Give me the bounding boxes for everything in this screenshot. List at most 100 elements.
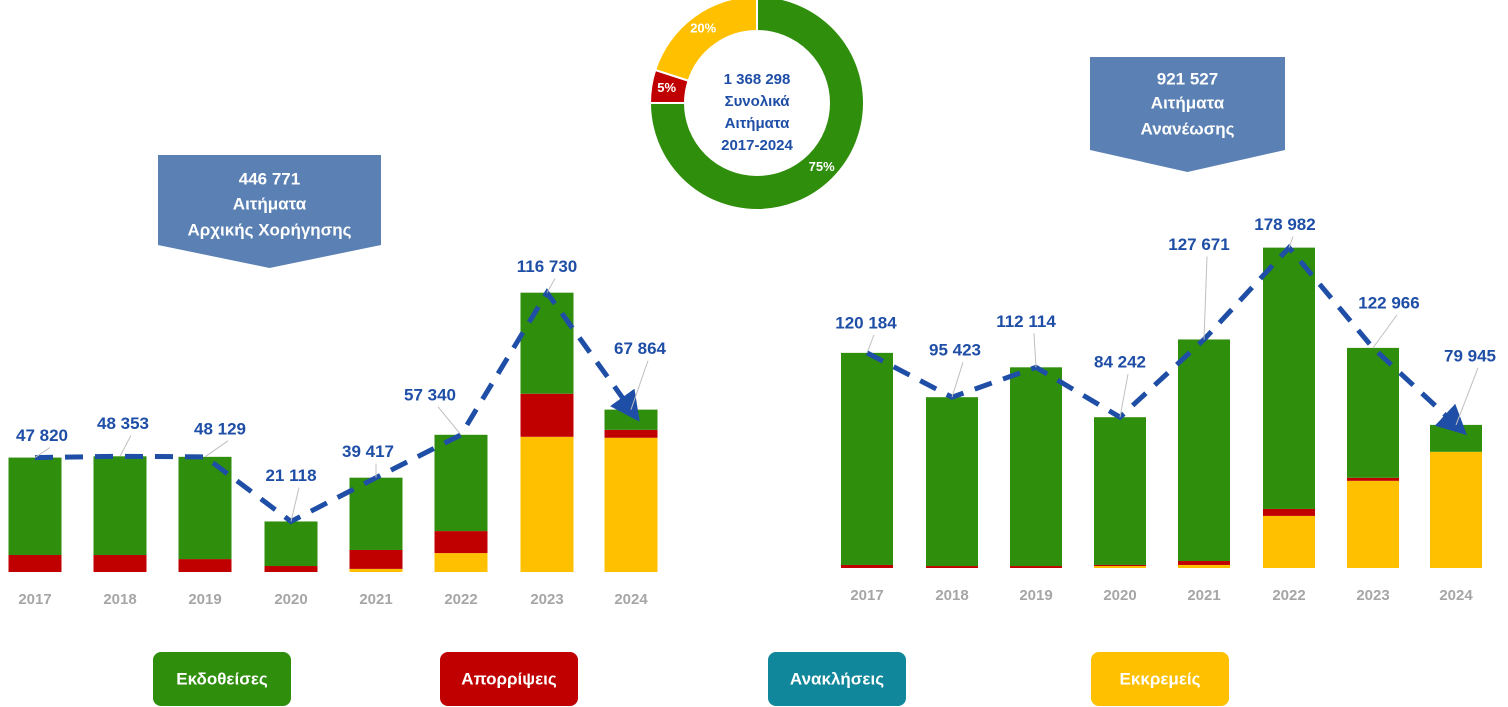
legend-swatch — [1091, 652, 1229, 706]
x-tick-label: 2023 — [1356, 587, 1389, 604]
callout-text: Ανανέωσης — [1141, 119, 1235, 138]
bar-segment — [1347, 347, 1399, 478]
x-tick-label: 2017 — [18, 591, 51, 608]
bar-segment — [178, 559, 232, 572]
callout-text: Αιτήματα — [1151, 93, 1225, 112]
leader-line — [866, 334, 875, 354]
bar-segment — [1094, 564, 1146, 567]
callout-text: Αρχικής Χορήγησης — [187, 220, 351, 239]
legend-swatch — [768, 652, 906, 706]
leader-line — [630, 360, 649, 410]
value-label: 39 417 — [342, 442, 394, 461]
bar-segment — [1430, 451, 1482, 568]
bar-segment — [520, 393, 574, 437]
bar-segment — [1178, 564, 1230, 568]
bar-segment — [1347, 477, 1399, 481]
x-tick-label: 2019 — [1019, 587, 1052, 604]
value-label: 120 184 — [835, 313, 897, 332]
bar-segment — [841, 564, 893, 568]
leader-line — [1119, 374, 1129, 418]
bar-segment — [926, 566, 978, 568]
x-tick-label: 2022 — [444, 591, 477, 608]
callout-text: 446 771 — [239, 169, 300, 188]
legend-swatch — [440, 652, 578, 706]
value-label: 112 114 — [996, 312, 1056, 331]
bar-segment — [1094, 417, 1146, 565]
bar-segment — [1010, 367, 1062, 567]
value-label: 84 242 — [1094, 353, 1146, 372]
x-tick-label: 2020 — [274, 591, 307, 608]
x-tick-label: 2019 — [188, 591, 221, 608]
center-text: Αιτήματα — [725, 115, 791, 132]
bar-segment — [841, 352, 893, 565]
x-tick-label: 2018 — [103, 591, 136, 608]
value-label: 79 945 — [1444, 346, 1496, 365]
callout-text: Αιτήματα — [233, 194, 307, 213]
value-label: 178 982 — [1254, 215, 1315, 234]
bar-segment — [520, 436, 574, 572]
bar-segment — [178, 456, 232, 560]
x-tick-label: 2021 — [359, 591, 392, 608]
total-line — [34, 288, 640, 525]
bar-segment — [264, 521, 318, 567]
bar-segment — [93, 456, 147, 556]
bar-segment — [264, 566, 318, 572]
x-tick-label: 2020 — [1103, 587, 1136, 604]
bar-segment — [434, 434, 488, 532]
slice-label: 5% — [657, 80, 676, 95]
slice-label: 20% — [690, 20, 716, 35]
bar-segment — [520, 292, 574, 394]
value-label: 57 340 — [404, 385, 456, 404]
center-text: 2017-2024 — [721, 137, 793, 154]
bar-segment — [1178, 339, 1230, 562]
bar-segment — [1347, 480, 1399, 568]
bar-segment — [604, 409, 658, 430]
leader-line — [1033, 333, 1037, 368]
bar-segment — [1263, 247, 1315, 509]
leader-line — [204, 440, 229, 458]
x-tick-label: 2017 — [850, 587, 883, 604]
legend-swatch — [153, 652, 291, 706]
callout-text: 921 527 — [1157, 69, 1218, 88]
value-label: 122 966 — [1358, 293, 1419, 312]
donut-slice — [648, 0, 865, 211]
leader-line — [1203, 256, 1208, 340]
legend-label: Εκκρεμείς — [1120, 669, 1201, 688]
value-label: 95 423 — [929, 341, 981, 360]
bar-segment — [349, 477, 403, 550]
bar-segment — [1094, 566, 1146, 568]
leader-line — [951, 362, 964, 398]
bar-segment — [926, 397, 978, 567]
legend-label: Εκδοθείσες — [176, 669, 268, 688]
total-line — [865, 243, 1467, 436]
bar-segment — [604, 429, 658, 438]
value-label: 21 118 — [265, 466, 316, 485]
bar-segment — [1263, 508, 1315, 516]
value-label: 48 129 — [194, 419, 246, 438]
legend-label: Απορρίψεις — [461, 669, 557, 688]
leader-line — [546, 278, 556, 293]
leader-line — [437, 406, 462, 436]
value-label: 67 864 — [614, 339, 667, 358]
leader-line — [34, 447, 51, 458]
leader-line — [1455, 367, 1479, 426]
leader-line — [119, 435, 132, 457]
value-label: 47 820 — [16, 426, 68, 445]
x-tick-label: 2023 — [530, 591, 563, 608]
x-tick-label: 2021 — [1187, 587, 1220, 604]
callout-box — [1090, 57, 1285, 172]
value-label: 48 353 — [97, 414, 149, 433]
x-tick-label: 2018 — [935, 587, 968, 604]
bar-segment — [8, 555, 62, 572]
leader-line — [1372, 314, 1398, 349]
x-tick-label: 2022 — [1272, 587, 1305, 604]
bar-segment — [1178, 561, 1230, 565]
leader-line — [1288, 236, 1294, 248]
bar-segment — [434, 531, 488, 554]
bar-segment — [93, 555, 147, 572]
leader-line — [290, 487, 300, 522]
bar-segment — [434, 553, 488, 572]
bar-segment — [8, 457, 62, 556]
bar-segment — [349, 568, 403, 572]
center-text: Συνολικά — [725, 93, 791, 110]
